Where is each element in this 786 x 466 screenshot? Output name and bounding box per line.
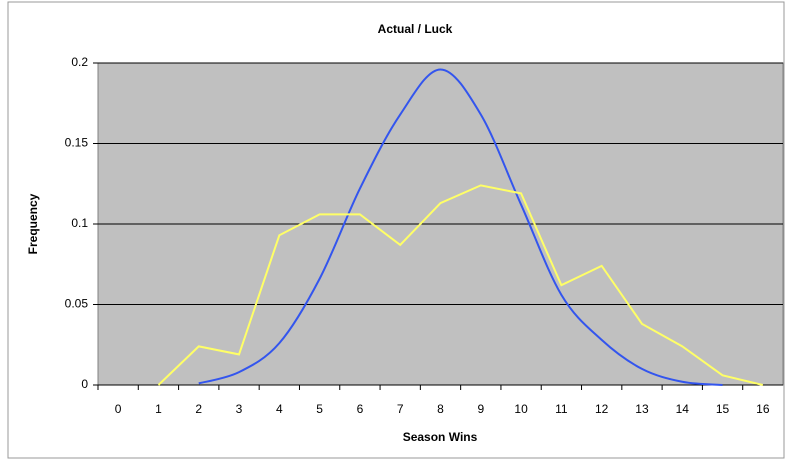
x-tick-label: 11: [555, 402, 568, 416]
x-tick-label: 8: [437, 402, 444, 416]
x-tick-label: 7: [397, 402, 404, 416]
y-tick-label: 0.1: [71, 216, 88, 230]
chart-title: Actual / Luck: [378, 22, 453, 36]
x-tick-label: 6: [357, 402, 364, 416]
y-axis-label: Frequency: [26, 193, 40, 254]
x-tick-label: 15: [716, 402, 730, 416]
x-tick-label: 0: [115, 402, 122, 416]
series-line: [157, 184, 764, 386]
x-tick-label: 4: [276, 402, 283, 416]
y-tick-label: 0.05: [65, 297, 89, 311]
x-tick-label: 13: [635, 402, 649, 416]
x-tick-label: 2: [195, 402, 202, 416]
y-tick-label: 0: [81, 377, 88, 391]
x-tick-label: 14: [676, 402, 690, 416]
x-tick-label: 5: [316, 402, 323, 416]
x-tick-label: 3: [236, 402, 243, 416]
series-line: [198, 68, 723, 386]
y-tick-label: 0.15: [65, 136, 89, 150]
x-tick-label: 1: [155, 402, 162, 416]
y-tick-label: 0.2: [71, 55, 88, 69]
x-tick-label: 16: [756, 402, 770, 416]
x-tick-label: 12: [595, 402, 609, 416]
x-tick-label: 9: [477, 402, 484, 416]
x-tick-label: 10: [514, 402, 528, 416]
x-axis-label: Season Wins: [403, 430, 478, 444]
